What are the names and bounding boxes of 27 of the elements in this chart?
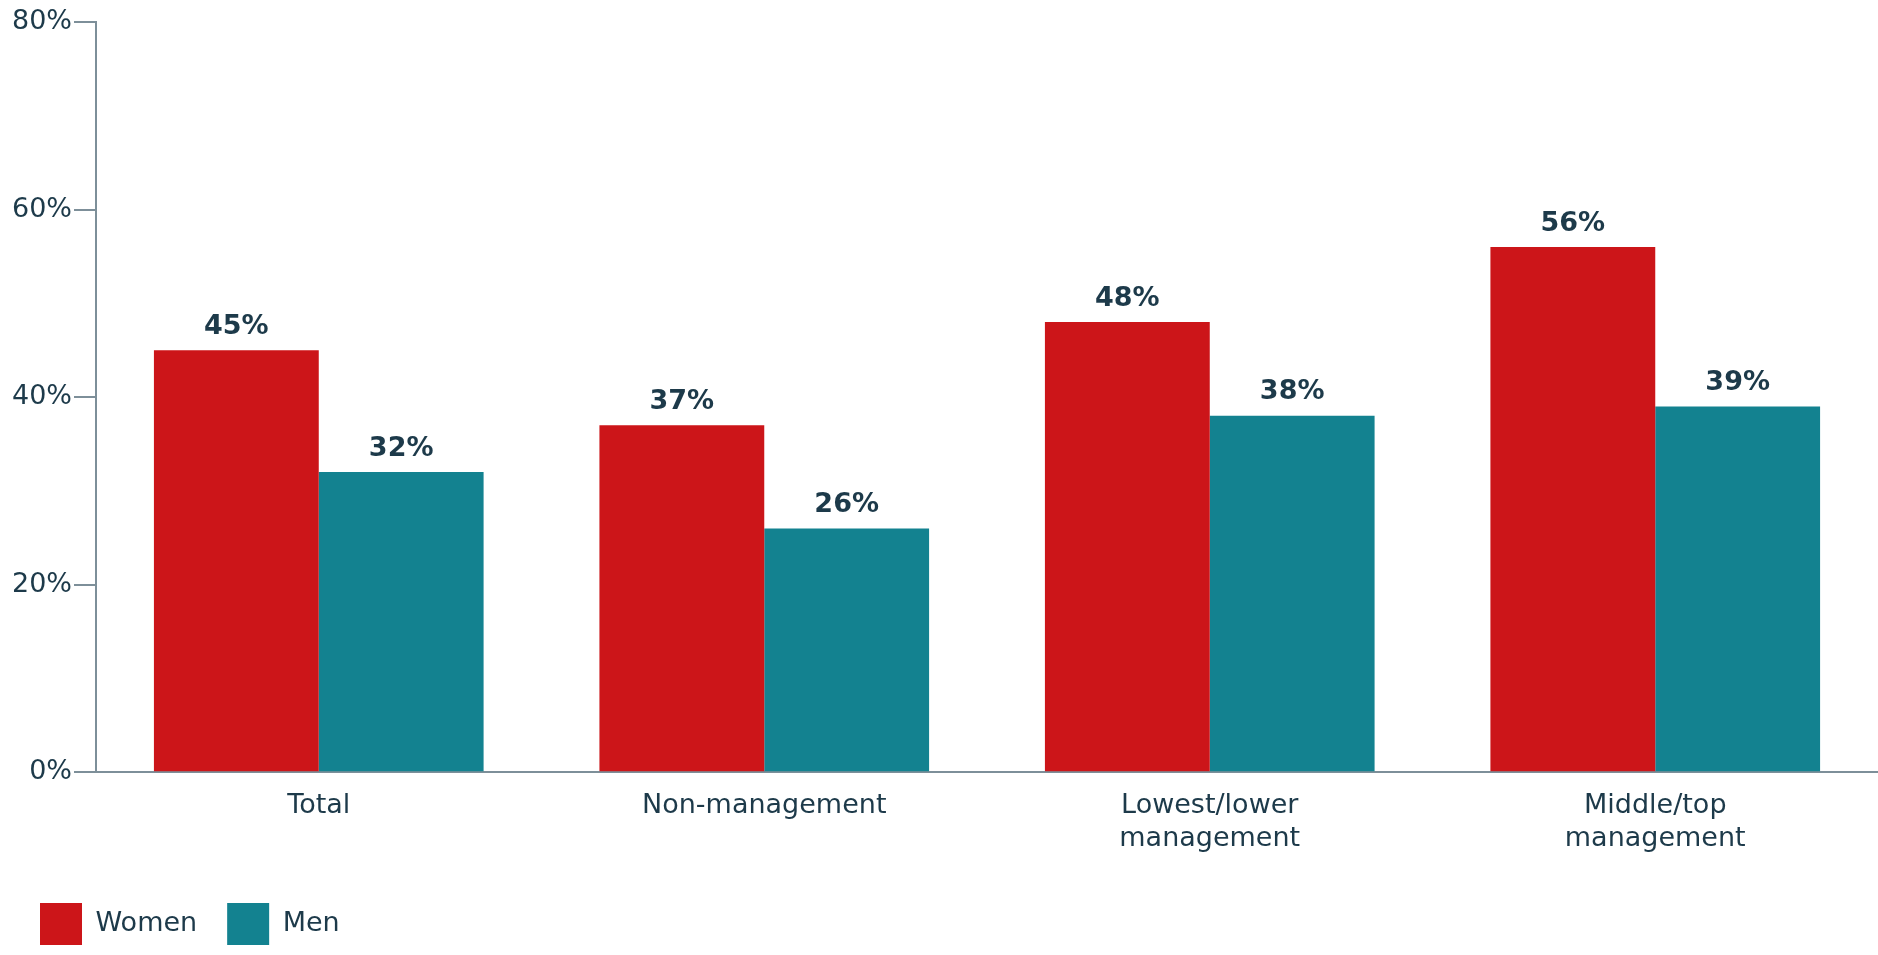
bar xyxy=(764,528,930,772)
y-tick-label: 60% xyxy=(12,191,73,223)
text: 45% xyxy=(204,308,269,340)
text: 39% xyxy=(1705,364,1770,396)
bar xyxy=(599,425,765,772)
text: 26% xyxy=(814,486,879,518)
text: 48% xyxy=(1095,280,1160,312)
text: 37% xyxy=(649,383,715,415)
y-tick-label: 80% xyxy=(12,4,73,36)
text: 56% xyxy=(1540,205,1606,237)
bar xyxy=(153,350,319,772)
y-tick-label: 0% xyxy=(29,754,73,786)
bar xyxy=(1044,322,1210,772)
legend-label: Men xyxy=(282,906,340,938)
bar xyxy=(1490,247,1656,772)
y-tick-label: 20% xyxy=(12,566,73,598)
text: 38% xyxy=(1259,374,1325,406)
x-tick-label: Non-management xyxy=(642,788,887,820)
x-tick-label: Lowest/lower management xyxy=(1119,788,1301,852)
y-tick-label: 40% xyxy=(12,379,73,411)
x-tick-label: Total xyxy=(286,788,351,820)
bar xyxy=(1209,415,1375,772)
text: 32% xyxy=(368,430,434,462)
legend-label: Women xyxy=(95,906,198,938)
bar xyxy=(1655,406,1821,772)
x-tick-label: Middle/top management xyxy=(1564,788,1746,852)
bar xyxy=(318,472,484,772)
